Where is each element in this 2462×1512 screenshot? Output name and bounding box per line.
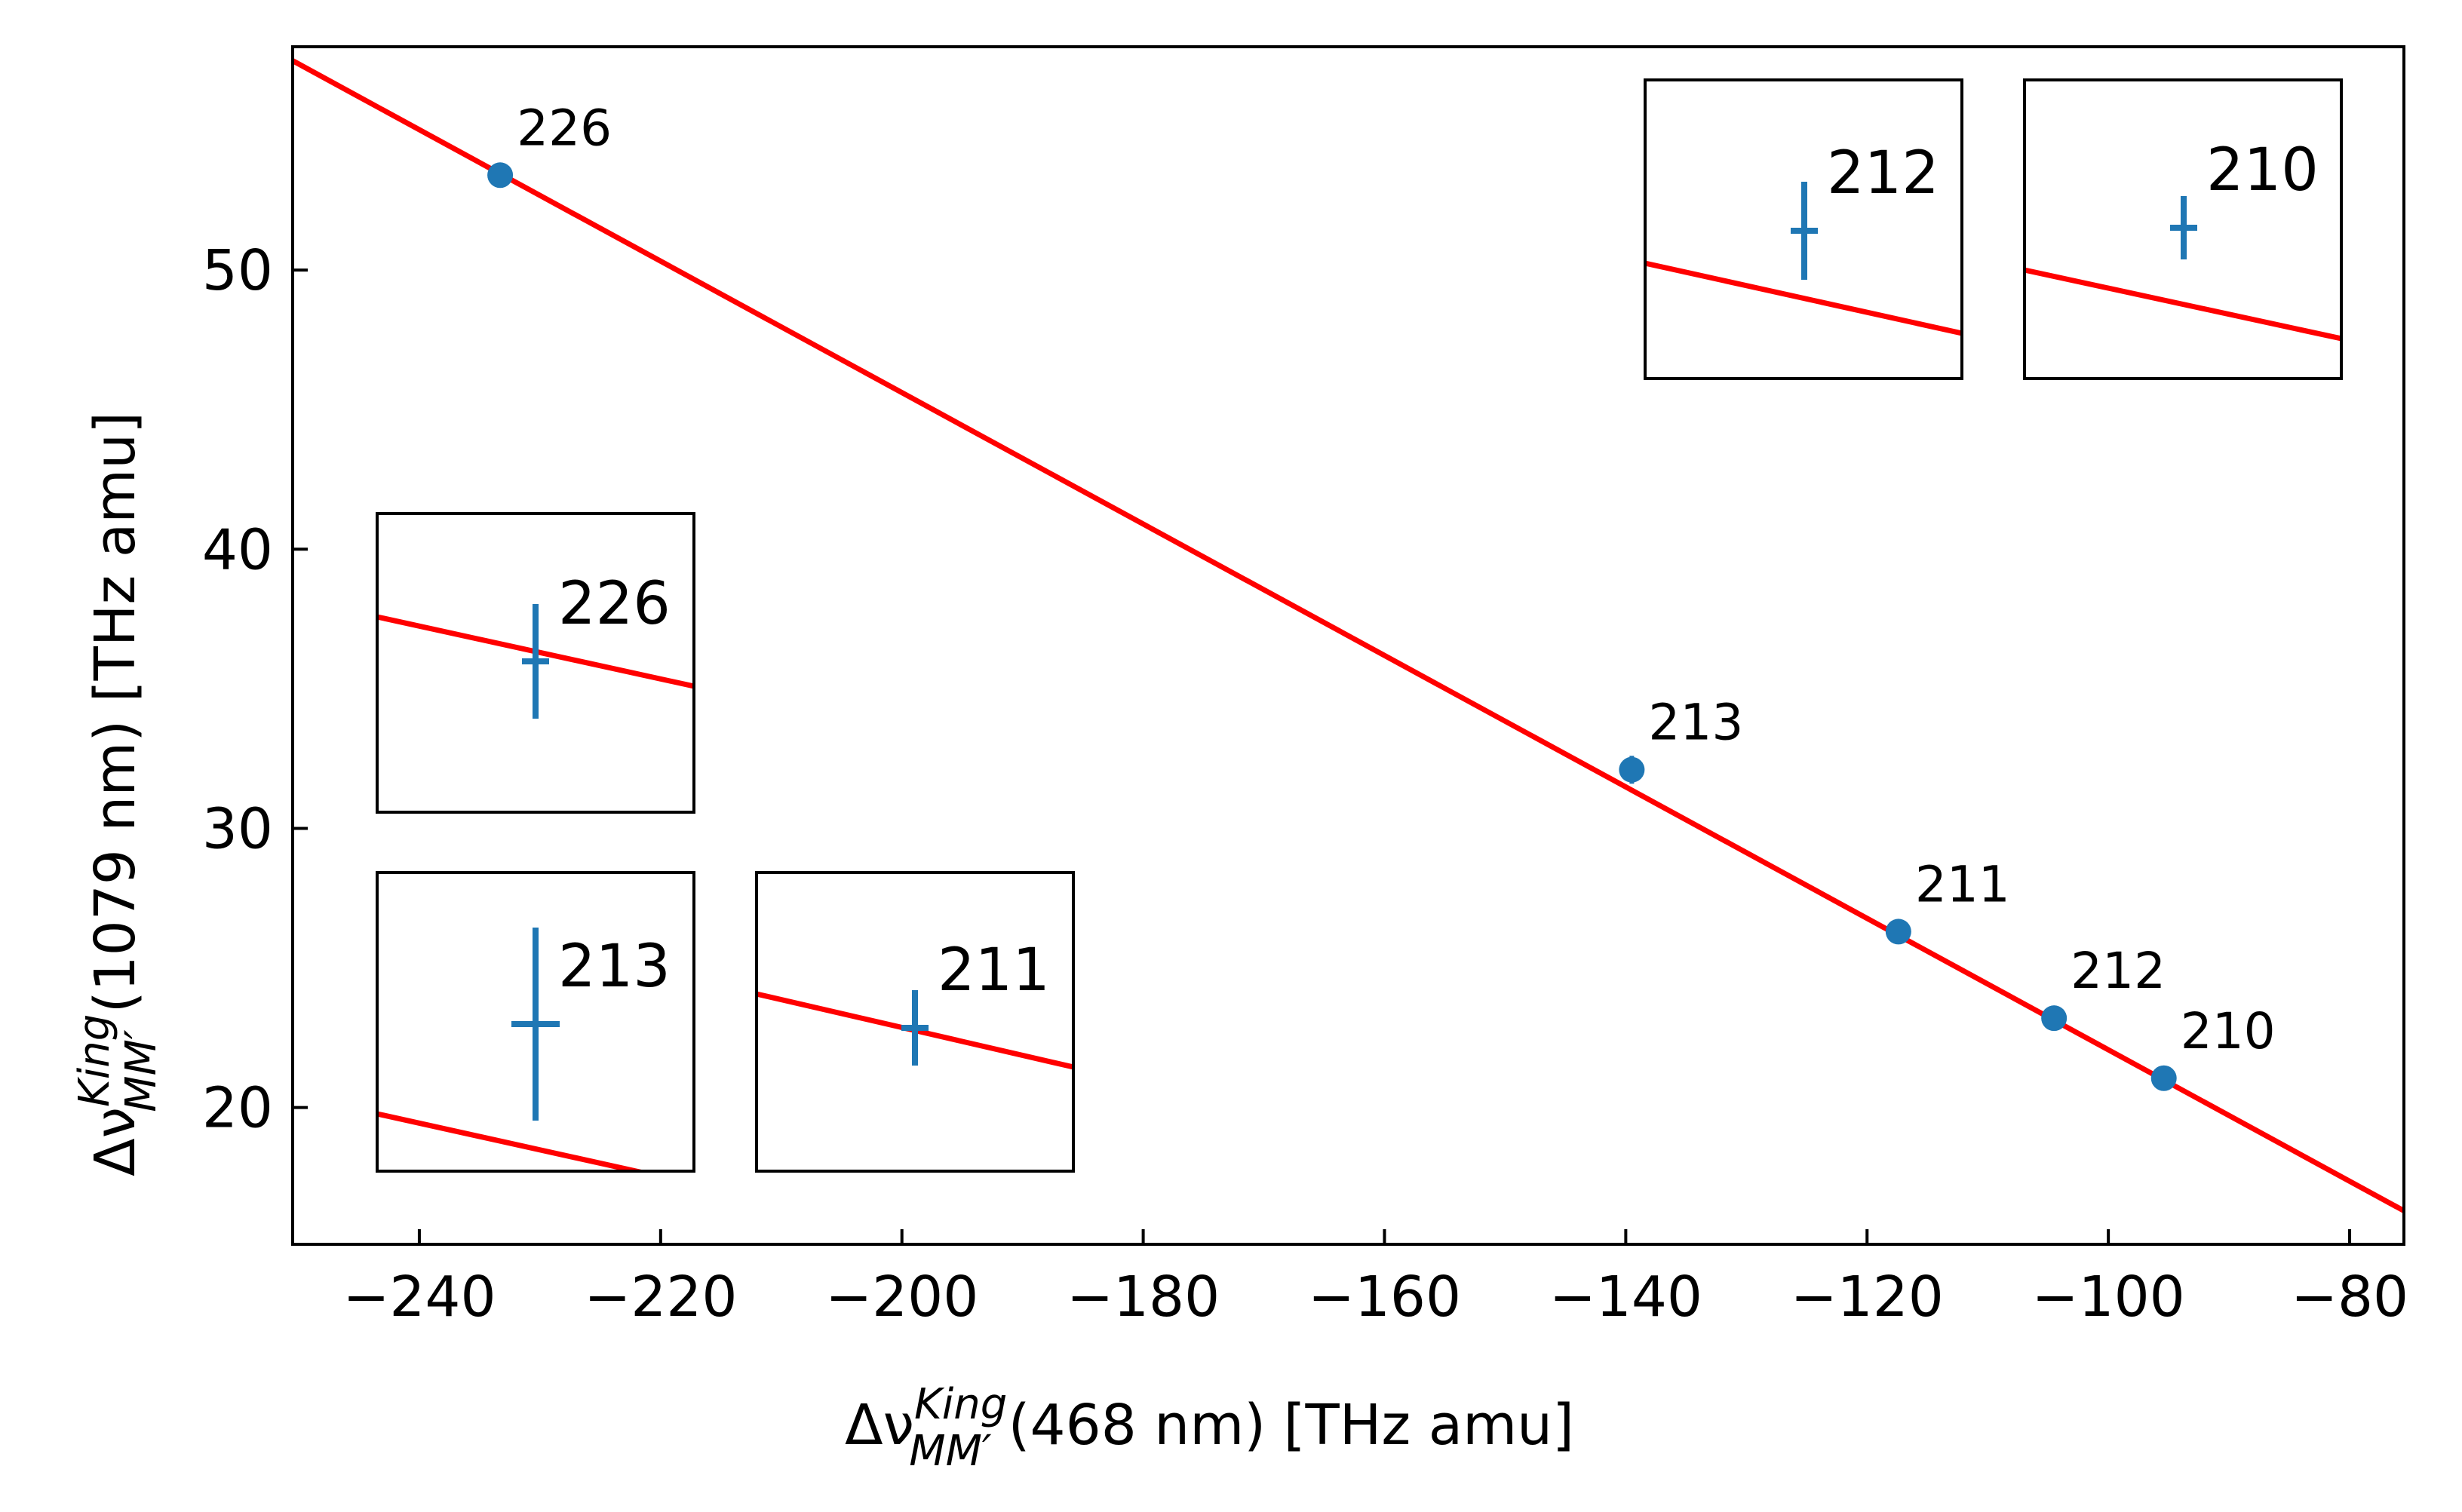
y-axis-label-subscript: MM′ <box>117 1029 166 1112</box>
data-point-label-211: 211 <box>1915 855 2010 913</box>
inset-210: 210 <box>2023 78 2343 380</box>
y-axis-label-prefix: Δν <box>83 1107 148 1176</box>
x-axis-label: ΔνKing MM′ (468 nm) [THz amu] <box>845 1380 1574 1476</box>
inset-frame-213 <box>376 871 695 1173</box>
x-axis-label-subscript: MM′ <box>909 1427 992 1476</box>
inset-fit-line-210 <box>2025 267 2341 342</box>
plot-frame <box>291 45 2405 1246</box>
x-tick-label: −120 <box>1791 1265 1944 1330</box>
inset-content-213 <box>377 928 649 1171</box>
x-tick-label: −240 <box>342 1265 496 1330</box>
x-axis-label-prefix: Δν <box>845 1393 914 1458</box>
data-point-210 <box>2150 1065 2177 1091</box>
data-point-211 <box>1885 919 1911 945</box>
inset-label-213: 213 <box>558 933 671 1001</box>
inset-content-211 <box>757 990 1073 1070</box>
data-point-212 <box>2041 1005 2068 1032</box>
data-point-226 <box>487 162 514 189</box>
y-tick-label: 50 <box>202 238 273 303</box>
inset-226: 226 <box>376 512 695 814</box>
x-axis-label-suffix: (468 nm) [THz amu] <box>1008 1393 1574 1458</box>
inset-213: 213 <box>376 871 695 1173</box>
x-tick-label: −180 <box>1067 1265 1220 1330</box>
data-points-group <box>487 162 2177 1091</box>
y-axis-label: ΔνKingMM′ (1079 nm) [THz amu] <box>70 412 166 1176</box>
x-tick-label: −140 <box>1549 1265 1702 1330</box>
x-tick-label: −100 <box>2032 1265 2185 1330</box>
x-tick-label: −220 <box>584 1265 737 1330</box>
inset-frame-210 <box>2023 78 2343 380</box>
inset-frame-212 <box>1644 78 1963 380</box>
inset-label-212: 212 <box>1827 140 1939 207</box>
data-point-label-226: 226 <box>517 99 612 157</box>
data-point-label-213: 213 <box>1648 694 1743 752</box>
inset-label-210: 210 <box>2206 136 2319 204</box>
y-tick-label: 20 <box>202 1076 273 1141</box>
data-point-label-212: 212 <box>2071 942 2166 1000</box>
inset-211: 211 <box>755 871 1075 1173</box>
y-tick-label: 40 <box>202 517 273 582</box>
inset-212: 212 <box>1644 78 1963 380</box>
inset-frame-211 <box>755 871 1075 1173</box>
y-tick-label: 30 <box>202 796 273 861</box>
x-tick-label: −200 <box>825 1265 978 1330</box>
data-point-label-210: 210 <box>2181 1002 2276 1060</box>
point-labels-group: 226 213 211 212 210 <box>517 99 2276 1060</box>
inset-fit-line-213 <box>377 1111 649 1171</box>
inset-content-226 <box>377 604 694 719</box>
x-axis-label-superscript: King <box>914 1380 1007 1429</box>
insets-group: 226 213 211 212 210 <box>376 78 2343 1173</box>
inset-frame-226 <box>376 512 695 814</box>
y-axis-label-superscript: King <box>70 1014 119 1107</box>
inset-content-212 <box>1645 182 1962 336</box>
inset-label-226: 226 <box>558 570 671 638</box>
inset-content-210 <box>2025 196 2341 342</box>
inset-fit-line-212 <box>1645 260 1962 336</box>
x-tick-label: −80 <box>2291 1265 2408 1330</box>
axes-group <box>291 45 2405 1246</box>
inset-label-211: 211 <box>938 937 1050 1004</box>
data-point-213 <box>1619 756 1645 783</box>
x-tick-label: −160 <box>1308 1265 1461 1330</box>
ticks-group: −240 −220 −200 −180 −160 −140 −120 −100 −80 20 30 4… <box>202 238 2408 1330</box>
y-axis-label-suffix: (1079 nm) [THz amu] <box>83 412 148 1013</box>
